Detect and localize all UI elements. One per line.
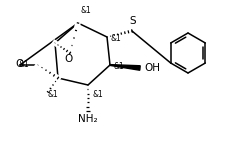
Text: &1: &1 bbox=[93, 90, 103, 99]
Text: OH: OH bbox=[143, 63, 159, 73]
Text: O: O bbox=[16, 59, 24, 69]
Text: &1: &1 bbox=[81, 6, 91, 15]
Text: &1: &1 bbox=[19, 60, 29, 69]
Polygon shape bbox=[109, 65, 140, 70]
Text: &1: &1 bbox=[114, 62, 124, 71]
Text: &1: &1 bbox=[47, 90, 58, 99]
Text: O: O bbox=[65, 54, 73, 64]
Text: &1: &1 bbox=[111, 34, 121, 43]
Text: NH₂: NH₂ bbox=[78, 114, 97, 124]
Text: S: S bbox=[129, 16, 136, 26]
